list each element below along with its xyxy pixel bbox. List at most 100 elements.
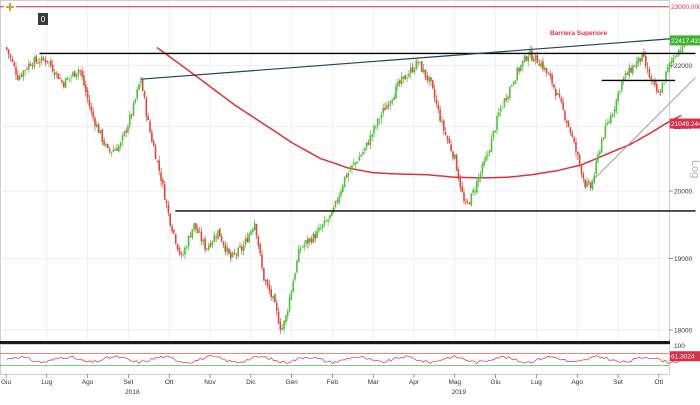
candlestick-series bbox=[6, 38, 687, 335]
candle-body bbox=[224, 245, 227, 252]
candle-body bbox=[307, 238, 309, 244]
candle-body bbox=[343, 176, 346, 187]
candle-body bbox=[70, 76, 72, 78]
candle-body bbox=[103, 140, 105, 145]
candle-body bbox=[20, 74, 23, 77]
candle-body bbox=[639, 58, 642, 62]
candle-body bbox=[90, 106, 93, 112]
candle-body bbox=[215, 236, 217, 238]
candle-body bbox=[290, 291, 293, 300]
candle-body bbox=[233, 253, 236, 254]
candle-body bbox=[617, 92, 620, 101]
candle-body bbox=[99, 130, 102, 133]
last-price-tag-bg bbox=[670, 35, 700, 46]
candle-body bbox=[17, 75, 19, 80]
y-tick-label: 20000 bbox=[674, 189, 692, 196]
candle-body bbox=[319, 228, 322, 229]
candle-body bbox=[514, 80, 517, 85]
candle-body bbox=[575, 141, 577, 152]
candle-body bbox=[503, 98, 506, 107]
candle-body bbox=[442, 120, 445, 131]
rsi-price-tag-bg bbox=[670, 351, 700, 362]
candle-body bbox=[241, 246, 243, 251]
ma-price-tag-bg bbox=[670, 118, 700, 129]
candle-body bbox=[255, 224, 258, 236]
candle-body bbox=[79, 70, 82, 72]
candle-body bbox=[602, 137, 605, 139]
candle-body bbox=[391, 99, 394, 103]
toolbar-badge[interactable] bbox=[38, 13, 48, 25]
candle-body bbox=[358, 156, 361, 161]
candle-body bbox=[400, 77, 403, 84]
candle-body bbox=[209, 243, 212, 247]
candle-body bbox=[483, 160, 485, 166]
candle-body bbox=[195, 222, 197, 230]
candle-body bbox=[485, 156, 487, 161]
candle-body bbox=[435, 99, 438, 104]
candle-body bbox=[525, 56, 528, 61]
candle-body bbox=[332, 207, 335, 213]
candle-body bbox=[106, 143, 109, 148]
candle-body bbox=[510, 85, 513, 87]
candle-body bbox=[189, 236, 192, 238]
candle-body bbox=[323, 220, 326, 225]
candle-body bbox=[599, 151, 601, 155]
candle-body bbox=[490, 138, 493, 152]
candle-body bbox=[222, 241, 225, 246]
candle-body bbox=[481, 164, 484, 173]
candle-body bbox=[248, 233, 250, 243]
candle-body bbox=[191, 229, 194, 238]
candle-body bbox=[428, 77, 430, 82]
candle-body bbox=[279, 322, 282, 330]
candle-body bbox=[644, 56, 647, 66]
candle-body bbox=[600, 139, 603, 153]
candle-body bbox=[387, 104, 390, 107]
candle-body bbox=[661, 83, 664, 93]
candle-body bbox=[573, 137, 575, 142]
candle-body bbox=[68, 77, 71, 79]
candle-body bbox=[487, 154, 489, 156]
candle-body bbox=[66, 78, 69, 80]
candle-body bbox=[158, 160, 161, 171]
candle-body bbox=[619, 91, 621, 93]
candle-body bbox=[672, 57, 675, 63]
candle-body bbox=[512, 83, 515, 85]
x-tick-label: Gen bbox=[285, 379, 298, 386]
candle-body bbox=[226, 247, 228, 253]
candle-body bbox=[371, 134, 373, 137]
support-trendline bbox=[585, 77, 696, 189]
candle-body bbox=[353, 163, 355, 165]
candle-body bbox=[531, 50, 533, 61]
rsi-tick-label: 100 bbox=[674, 343, 685, 350]
candle-body bbox=[448, 138, 451, 144]
candle-body bbox=[556, 92, 559, 95]
candle-body bbox=[274, 294, 276, 303]
top-price-tag-bg bbox=[670, 1, 700, 12]
candle-body bbox=[22, 70, 25, 77]
candle-body bbox=[253, 222, 256, 231]
candle-body bbox=[187, 235, 190, 247]
candle-body bbox=[308, 238, 311, 243]
candle-body bbox=[151, 131, 153, 142]
candle-body bbox=[520, 64, 522, 71]
y-tick-label: 19000 bbox=[674, 256, 692, 263]
candle-body bbox=[275, 303, 278, 311]
candle-body bbox=[375, 126, 377, 128]
candle-body bbox=[277, 311, 280, 324]
rsi-panel: 100 bbox=[0, 343, 688, 366]
candle-body bbox=[61, 80, 63, 82]
candle-body bbox=[615, 99, 618, 111]
candle-body bbox=[461, 186, 463, 192]
candle-body bbox=[532, 59, 535, 62]
candle-body bbox=[31, 65, 34, 67]
candle-body bbox=[46, 60, 49, 63]
candle-body bbox=[373, 126, 375, 134]
candle-body bbox=[217, 230, 219, 240]
log-scale-label: Log bbox=[689, 160, 700, 178]
candle-body bbox=[454, 154, 456, 159]
grid bbox=[0, 1, 669, 341]
menu-icon[interactable] bbox=[4, 2, 16, 12]
candle-body bbox=[571, 133, 574, 137]
candle-body bbox=[145, 98, 148, 117]
